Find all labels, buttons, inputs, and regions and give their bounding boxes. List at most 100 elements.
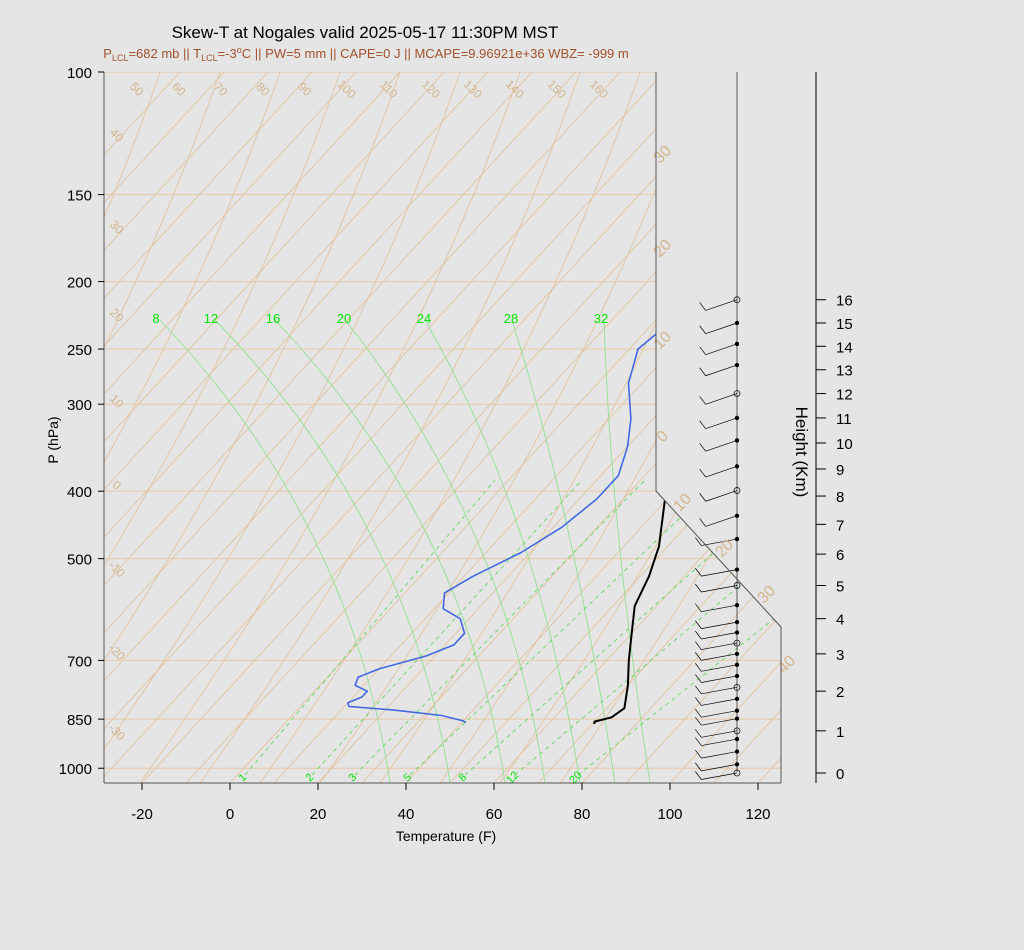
isotherm-line <box>104 72 753 783</box>
wind-barb <box>705 343 738 356</box>
wind-barb-flag <box>695 537 702 546</box>
x-tick-label: 60 <box>486 806 503 823</box>
wind-barb <box>705 299 738 311</box>
wind-barb <box>705 417 738 429</box>
wind-barb <box>705 490 738 502</box>
wind-dot <box>733 683 741 691</box>
height-tick-label: 12 <box>836 387 853 404</box>
wind-barb-flag <box>699 468 706 478</box>
moist-adiabat-line <box>214 319 451 783</box>
dry-adiabat-line <box>139 72 521 783</box>
mixing-ratio-line <box>244 479 496 776</box>
height-tick-label: 8 <box>836 489 844 506</box>
chart-title: Skew-T at Nogales valid 2025-05-17 11:30… <box>172 23 559 42</box>
wind-barb <box>701 604 738 613</box>
dry-adiabat-line <box>0 72 40 783</box>
dry-adiabat-line <box>104 72 161 783</box>
x-tick-label: 120 <box>745 806 770 823</box>
wind-barb-flag <box>699 396 706 405</box>
isotherm-line <box>581 72 781 783</box>
wind-barb-flag <box>695 567 702 577</box>
chart-subtitle: PLCL=682 mb || TLCL=-3oC || PW=5 mm || C… <box>103 45 628 63</box>
wind-barb-flag <box>699 346 706 355</box>
mixing-ratio-label: 24 <box>417 311 431 326</box>
height-tick-label: 16 <box>836 293 853 310</box>
moist-adiabat-line <box>424 319 581 783</box>
wind-barb <box>701 751 738 759</box>
wind-dot <box>733 582 741 589</box>
moist-adiabat-line <box>511 319 616 783</box>
wind-barb-flag <box>699 302 706 311</box>
height-tick-label: 13 <box>836 363 853 380</box>
moist-adiabat-line <box>603 319 651 783</box>
wind-barb-flag <box>695 749 702 759</box>
wind-barb-flag <box>695 630 702 640</box>
mixing-ratio-label: 28 <box>504 311 518 326</box>
wind-barb <box>701 764 738 772</box>
isotherm-line <box>104 72 489 783</box>
pressure-tick-label: 250 <box>67 342 92 359</box>
wind-dot <box>733 727 741 735</box>
wind-dot <box>733 296 741 304</box>
height-tick-label: 15 <box>836 316 853 333</box>
mixing-ratio-label: 12 <box>204 311 218 326</box>
wind-barb <box>701 653 738 661</box>
x-tick-label: 20 <box>310 806 327 823</box>
y-axis-label: P (hPa) <box>45 416 61 463</box>
wind-barb <box>701 698 738 706</box>
mixing-ratio-line <box>354 479 646 776</box>
mixing-ratio-label: 8 <box>152 311 159 326</box>
wind-barb-flag <box>695 708 702 718</box>
wind-barb <box>701 538 738 546</box>
moist-adiabat-line <box>274 319 506 783</box>
mixing-ratio-label: 16 <box>266 311 280 326</box>
wind-barb <box>705 515 738 527</box>
wind-barb <box>701 730 738 738</box>
wind-barbs <box>695 72 741 780</box>
wind-barb-flag <box>695 583 702 593</box>
isotherm-line <box>104 72 269 783</box>
height-tick-label: 5 <box>836 579 844 596</box>
height-tick-label: 2 <box>836 684 844 701</box>
height-tick-label: 14 <box>836 339 853 356</box>
dry-adiabat-line <box>259 72 641 783</box>
isotherm-line <box>669 72 781 783</box>
isotherm-line <box>104 72 357 783</box>
dry-adiabat-line <box>199 72 581 783</box>
pressure-tick-label: 500 <box>67 552 92 569</box>
isotherm-line <box>104 72 577 783</box>
pressure-tick-label: 1000 <box>59 761 92 778</box>
height-tick-label: 10 <box>836 436 853 453</box>
wind-barb <box>705 364 738 377</box>
wind-barb-flag <box>699 420 706 429</box>
dry-adiabat-line <box>104 72 281 783</box>
wind-barb-flag <box>695 674 702 683</box>
x-tick-label: -20 <box>131 806 153 823</box>
wind-barb <box>701 632 738 640</box>
pressure-tick-label: 850 <box>67 712 92 729</box>
wind-barb <box>701 675 738 683</box>
isotherm-line <box>104 72 533 783</box>
wind-barb-flag <box>695 729 702 738</box>
dry-adiabat-line <box>104 72 221 783</box>
height-tick-label: 3 <box>836 647 844 664</box>
x-tick-label: 80 <box>574 806 591 823</box>
mixing-ratio-label: 32 <box>594 311 608 326</box>
wind-dot <box>733 639 741 647</box>
moist-adiabat-line <box>344 319 546 783</box>
wind-barb <box>705 440 738 452</box>
wind-barb-flag <box>699 325 706 334</box>
isotherm-line <box>104 72 621 783</box>
x-tick-label: 40 <box>398 806 415 823</box>
wind-barb <box>705 466 738 478</box>
mixing-ratio-line <box>311 479 583 776</box>
wind-barb <box>701 642 738 650</box>
wind-barb-flag <box>695 652 702 661</box>
height-tick-label: 4 <box>836 612 844 629</box>
wind-barb-flag <box>699 493 706 502</box>
isotherm-line <box>317 72 781 783</box>
height-tick-label: 1 <box>836 724 844 741</box>
wind-barb <box>701 738 738 746</box>
